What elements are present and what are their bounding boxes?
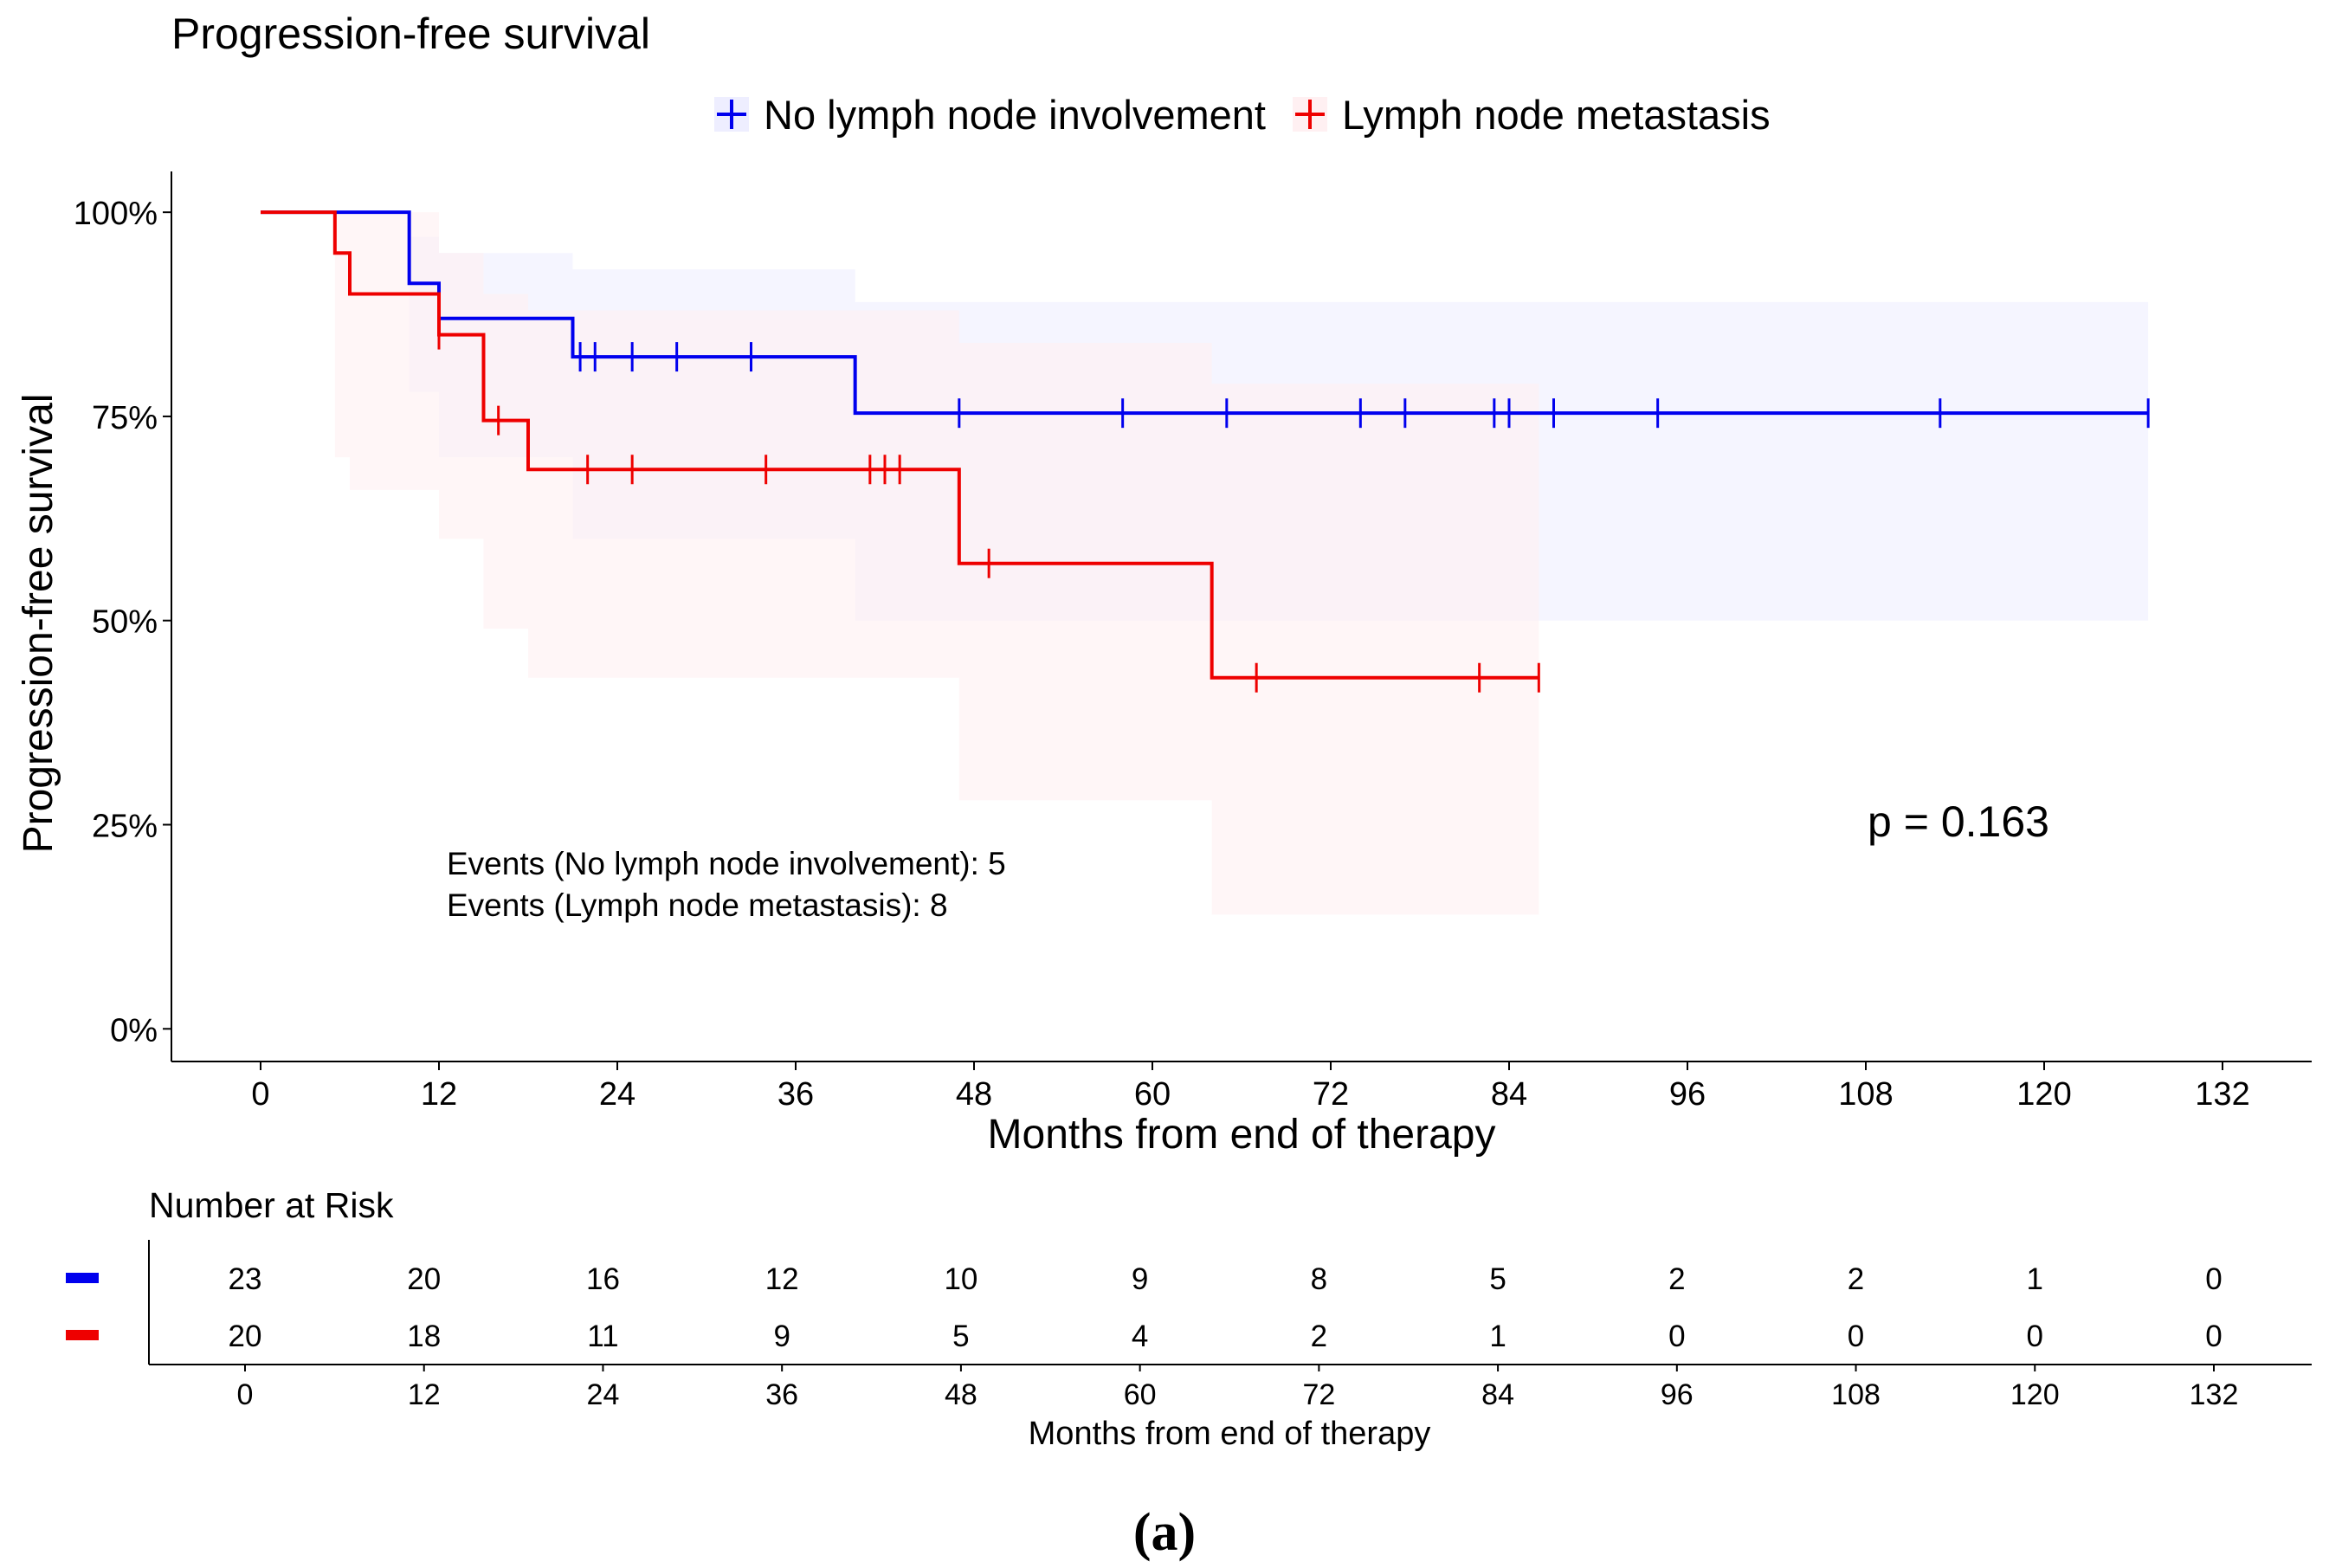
risk-x-tick-label: 48: [945, 1378, 977, 1411]
risk-value: 0: [1668, 1320, 1685, 1353]
risk-x-tick-label: 84: [1481, 1378, 1514, 1411]
x-tick-label: 108: [1838, 1076, 1893, 1113]
risk-value: 2: [1668, 1262, 1685, 1296]
risk-x-tick-label: 12: [408, 1378, 441, 1411]
x-tick-label: 96: [1669, 1076, 1706, 1113]
events-text-1: Events (No lymph node involvement): 5: [447, 846, 1006, 881]
risk-value: 10: [944, 1262, 977, 1296]
x-tick-label: 48: [956, 1076, 992, 1113]
risk-value: 9: [1132, 1262, 1148, 1296]
y-tick-label: 25%: [92, 808, 158, 844]
risk-value: 18: [407, 1320, 441, 1353]
risk-value: 8: [1311, 1262, 1327, 1296]
x-tick-label: 72: [1313, 1076, 1349, 1113]
risk-value: 20: [407, 1262, 441, 1296]
legend-item-1: No lymph node involvement: [714, 92, 1266, 138]
risk-value: 2: [1848, 1262, 1864, 1296]
p-value: p = 0.163: [1868, 797, 2049, 846]
risk-value: 4: [1132, 1320, 1148, 1353]
risk-value: 11: [587, 1320, 618, 1353]
risk-x-axis-title: Months from end of therapy: [1029, 1416, 1431, 1452]
x-tick-label: 24: [599, 1076, 635, 1113]
legend-label: No lymph node involvement: [764, 92, 1266, 138]
risk-x-tick-label: 24: [587, 1378, 620, 1411]
risk-value: 0: [2027, 1320, 2043, 1353]
risk-x-tick-label: 36: [765, 1378, 798, 1411]
x-tick-label: 12: [421, 1076, 457, 1113]
risk-value: 12: [765, 1262, 799, 1296]
km-curve-series-2: [261, 210, 1539, 680]
y-tick-label: 0%: [110, 1012, 158, 1049]
risk-value: 0: [2205, 1320, 2222, 1353]
risk-x-tick-label: 120: [2010, 1378, 2060, 1411]
y-tick-label: 75%: [92, 400, 158, 436]
y-axis-title: Progression-free survival: [16, 394, 61, 854]
x-tick-label: 0: [251, 1076, 269, 1113]
events-text-2: Events (Lymph node metastasis): 8: [447, 887, 948, 923]
risk-value: 0: [2205, 1262, 2222, 1296]
x-tick-label: 60: [1134, 1076, 1171, 1113]
legend-label: Lymph node metastasis: [1342, 92, 1771, 138]
panel-label: (a): [1133, 1503, 1196, 1562]
risk-value: 5: [952, 1320, 969, 1353]
x-tick-label: 84: [1491, 1076, 1527, 1113]
x-tick-label: 36: [777, 1076, 814, 1113]
risk-value: 1: [1489, 1320, 1506, 1353]
risk-value: 20: [229, 1320, 262, 1353]
y-tick-label: 100%: [74, 196, 158, 232]
x-axis-title: Months from end of therapy: [988, 1112, 1496, 1158]
legend-item-2: Lymph node metastasis: [1293, 92, 1771, 138]
risk-value: 0: [1848, 1320, 1864, 1353]
risk-value: 9: [773, 1320, 790, 1353]
x-tick-label: 120: [2016, 1076, 2071, 1113]
risk-value: 1: [2027, 1262, 2043, 1296]
ci-band-series-2: [334, 212, 1539, 915]
risk-value: 16: [586, 1262, 620, 1296]
risk-x-tick-label: 108: [1831, 1378, 1881, 1411]
risk-x-tick-label: 60: [1124, 1378, 1157, 1411]
y-tick-label: 50%: [92, 604, 158, 641]
risk-value: 5: [1489, 1262, 1506, 1296]
x-tick-label: 132: [2195, 1076, 2249, 1113]
chart-title: Progression-free survival: [171, 10, 650, 58]
risk-table-title: Number at Risk: [149, 1185, 394, 1225]
risk-x-tick-label: 132: [2190, 1378, 2239, 1411]
risk-value: 23: [229, 1262, 262, 1296]
risk-x-tick-label: 0: [237, 1378, 254, 1411]
risk-x-tick-label: 72: [1302, 1378, 1335, 1411]
risk-x-tick-label: 96: [1661, 1378, 1694, 1411]
risk-value: 2: [1311, 1320, 1327, 1353]
km-curve-series-1: [261, 210, 2149, 416]
